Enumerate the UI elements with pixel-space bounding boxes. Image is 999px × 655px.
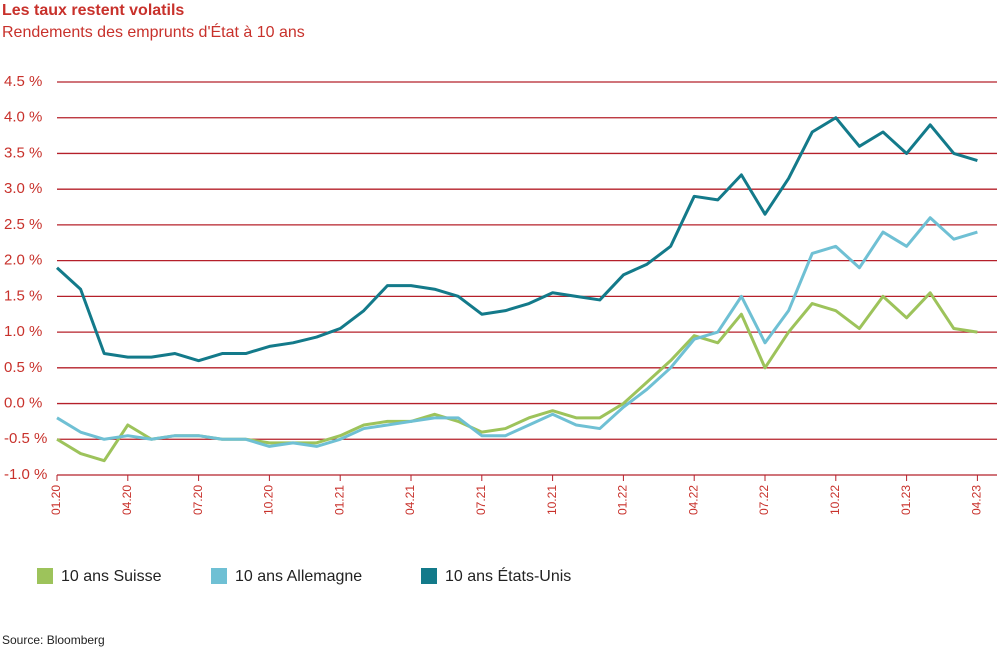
y-tick-label: 3.5 % <box>4 144 42 161</box>
x-tick-label: 04.22 <box>686 485 700 515</box>
y-tick-label: 3.0 % <box>4 180 42 197</box>
x-tick-label: 04.21 <box>403 485 417 515</box>
x-tick-label: 10.21 <box>545 485 559 515</box>
x-tick-label: 01.23 <box>899 485 913 515</box>
x-tick-label: 01.20 <box>49 485 63 515</box>
series-line <box>56 216 978 448</box>
y-tick-label: -0.5 % <box>4 430 47 447</box>
y-tick-label: 4.5 % <box>4 73 42 90</box>
source: Source: Bloomberg <box>2 633 105 647</box>
legend-label: 10 ans États-Unis <box>445 566 571 585</box>
y-tick-label: 0.5 % <box>4 359 42 376</box>
x-tick-label: 10.20 <box>262 485 276 515</box>
y-tick-label: 4.0 % <box>4 109 42 126</box>
y-tick-label: 1.5 % <box>4 287 42 304</box>
legend-label: 10 ans Suisse <box>61 568 162 585</box>
x-tick-label: 01.22 <box>616 485 630 515</box>
legend-swatch <box>421 568 437 584</box>
series-line <box>55 116 978 363</box>
x-tick-label: 07.21 <box>474 485 488 515</box>
legend-label: 10 ans Allemagne <box>235 568 362 585</box>
legend-swatch <box>211 568 227 584</box>
y-tick-label: 0.0 % <box>4 395 42 412</box>
chart-title: Les taux restent volatils <box>2 2 184 19</box>
y-tick-label: 1.0 % <box>4 323 42 340</box>
y-tick-label: 2.5 % <box>4 216 42 233</box>
legend-swatch <box>37 568 53 584</box>
x-tick-label: 04.23 <box>970 485 984 515</box>
y-tick-label: 2.0 % <box>4 252 42 269</box>
chart-subtitle: Rendements des emprunts d'État à 10 ans <box>2 22 305 41</box>
x-tick-label: 07.20 <box>191 485 205 515</box>
x-tick-label: 01.21 <box>332 485 346 515</box>
x-tick-label: 10.22 <box>828 485 842 515</box>
y-tick-label: -1.0 % <box>4 466 47 483</box>
x-tick-label: 04.20 <box>120 485 134 515</box>
x-tick-label: 07.22 <box>757 485 771 515</box>
